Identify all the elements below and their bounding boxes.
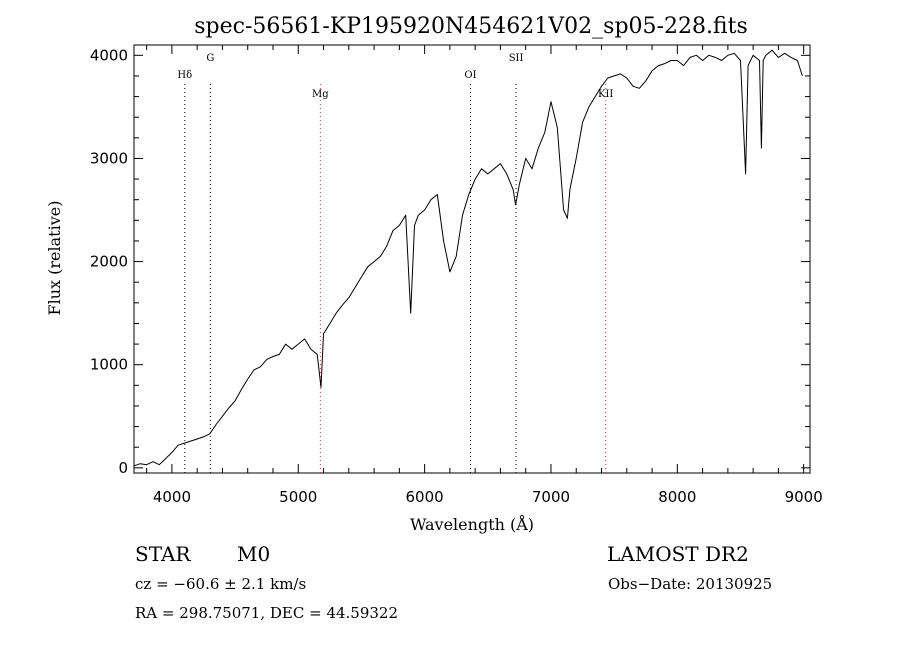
x-axis-label: Wavelength (Å)	[410, 514, 534, 534]
reference-line-label: Mg	[312, 89, 329, 100]
reference-line-label: G	[206, 53, 214, 64]
plot-frame	[133, 44, 811, 474]
y-axis-label: Flux (relative)	[45, 201, 64, 316]
reference-lines: Hδ G Mg OI SII KII	[177, 53, 613, 473]
y-tick-label: 1000	[90, 356, 128, 374]
redshift-cz: cz = −60.6 ± 2.1 km/s	[135, 575, 307, 593]
y-tick-label: 0	[118, 459, 128, 477]
x-tick-label: 4000	[153, 488, 191, 506]
spectrum-line	[133, 49, 803, 467]
plot-border	[133, 44, 811, 474]
reference-line-label: Hδ	[177, 70, 192, 81]
x-tick-label: 6000	[406, 488, 444, 506]
y-tick-label: 4000	[90, 46, 128, 64]
reference-line-label: OI	[464, 70, 476, 81]
y-tick-label: 3000	[90, 149, 128, 167]
x-tick-label: 5000	[279, 488, 317, 506]
x-axis-ticks: 4000 5000 6000 7000 8000 9000	[146, 45, 823, 506]
x-tick-label: 7000	[532, 488, 570, 506]
survey-name: LAMOST DR2	[607, 542, 749, 566]
object-subclass: M0	[237, 542, 271, 566]
x-tick-label: 9000	[785, 488, 823, 506]
series-layer	[133, 49, 803, 467]
reference-line-label: KII	[598, 89, 613, 100]
chart-title: spec-56561-KP195920N454621V02_sp05-228.f…	[194, 14, 748, 39]
reference-line-label: SII	[509, 53, 524, 64]
ra-dec-coordinates: RA = 298.75071, DEC = 44.59322	[135, 604, 399, 622]
x-tick-label: 8000	[658, 488, 696, 506]
y-tick-label: 2000	[90, 253, 128, 271]
object-class: STAR	[135, 542, 191, 566]
y-axis-ticks: 0 1000 2000 3000 4000	[90, 46, 810, 477]
observation-date: Obs−Date: 20130925	[608, 575, 773, 593]
